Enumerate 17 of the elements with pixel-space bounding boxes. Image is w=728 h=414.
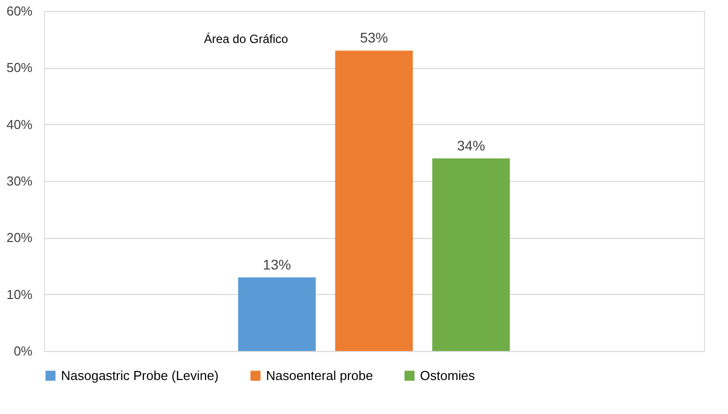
bar bbox=[238, 277, 316, 351]
text: 34% bbox=[457, 137, 486, 154]
legend-label: Ostomies bbox=[420, 368, 476, 383]
bar bbox=[335, 50, 413, 351]
text: 13% bbox=[262, 256, 291, 272]
legend-label: Nasogastric Probe (Levine) bbox=[61, 368, 219, 383]
y-tick-label: 30% bbox=[6, 174, 33, 188]
bar bbox=[432, 158, 510, 351]
y-tick-label: 60% bbox=[6, 4, 33, 18]
legend-label: Nasoenteral probe bbox=[266, 368, 373, 383]
y-tick-label: 50% bbox=[6, 60, 33, 76]
y-tick-label: 0% bbox=[14, 344, 33, 358]
y-tick-label: 10% bbox=[6, 286, 33, 302]
y-tick-label: 20% bbox=[6, 230, 33, 246]
text: 53% bbox=[360, 30, 388, 46]
annotation: Área do Gráfico bbox=[204, 32, 288, 46]
y-tick-label: 40% bbox=[6, 116, 33, 132]
